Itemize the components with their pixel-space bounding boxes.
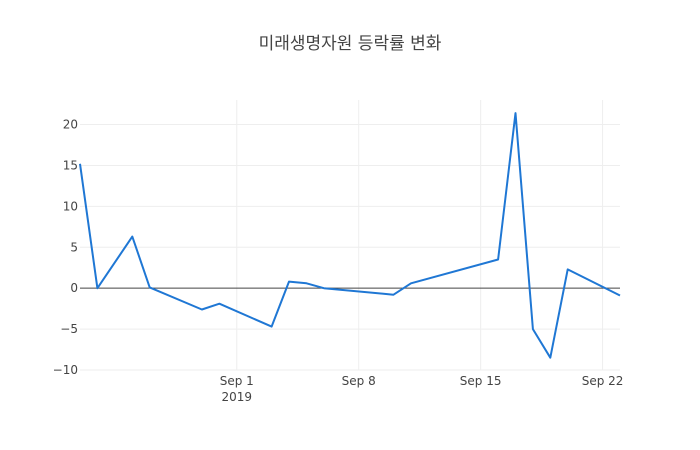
x-gridlines	[236, 100, 604, 370]
y-gridlines	[80, 124, 620, 371]
x-tick-label: Sep 22	[582, 374, 624, 388]
y-axis-tick-labels: −10 −5 0 5 10 15 20	[53, 118, 78, 377]
series-group	[79, 112, 621, 359]
x-tick-sublabel: 2019	[222, 390, 253, 404]
y-tick-label: 10	[63, 199, 78, 213]
y-tick-label: 15	[63, 158, 78, 172]
y-tick-label: 20	[63, 118, 78, 132]
chart-title: 미래생명자원 등락률 변화	[259, 34, 442, 54]
y-tick-label: −5	[60, 322, 78, 336]
x-tick-label: Sep 8	[342, 374, 376, 388]
y-tick-label: −10	[53, 363, 78, 377]
series-line	[79, 112, 621, 359]
y-tick-label: 5	[70, 240, 78, 254]
x-tick-label: Sep 15	[460, 374, 502, 388]
x-axis-tick-labels: Sep 1 2019 Sep 8 Sep 15 Sep 22	[220, 374, 624, 404]
x-tick-label: Sep 1	[220, 374, 254, 388]
y-tick-label: 0	[70, 281, 78, 295]
